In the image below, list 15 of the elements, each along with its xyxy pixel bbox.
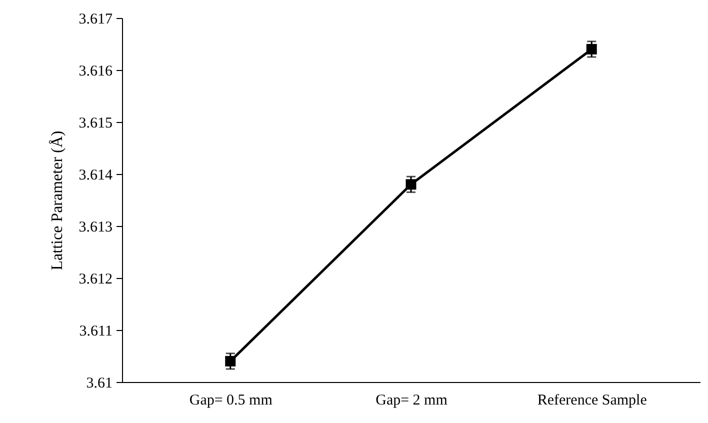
- y-tick-label: 3.61: [86, 376, 112, 392]
- y-tick-label: 3.614: [78, 168, 113, 184]
- y-axis-title: Lattice Parameter (Å): [48, 130, 66, 270]
- y-tick-label: 3.611: [79, 324, 112, 340]
- x-tick-label: Reference Sample: [537, 392, 648, 408]
- y-tick-label: 3.615: [78, 116, 112, 132]
- point: [406, 179, 416, 190]
- y-tick-label: 3.616: [78, 64, 113, 80]
- y-tick-label: 3.612: [78, 272, 112, 288]
- x-tick-label: Gap= 2 mm: [376, 392, 448, 408]
- point: [586, 44, 597, 54]
- y-tick-label: 3.617: [78, 12, 113, 28]
- x-tick-label: Gap= 0.5 mm: [189, 392, 273, 408]
- point: [225, 356, 236, 366]
- y-tick-label: 3.613: [78, 220, 112, 236]
